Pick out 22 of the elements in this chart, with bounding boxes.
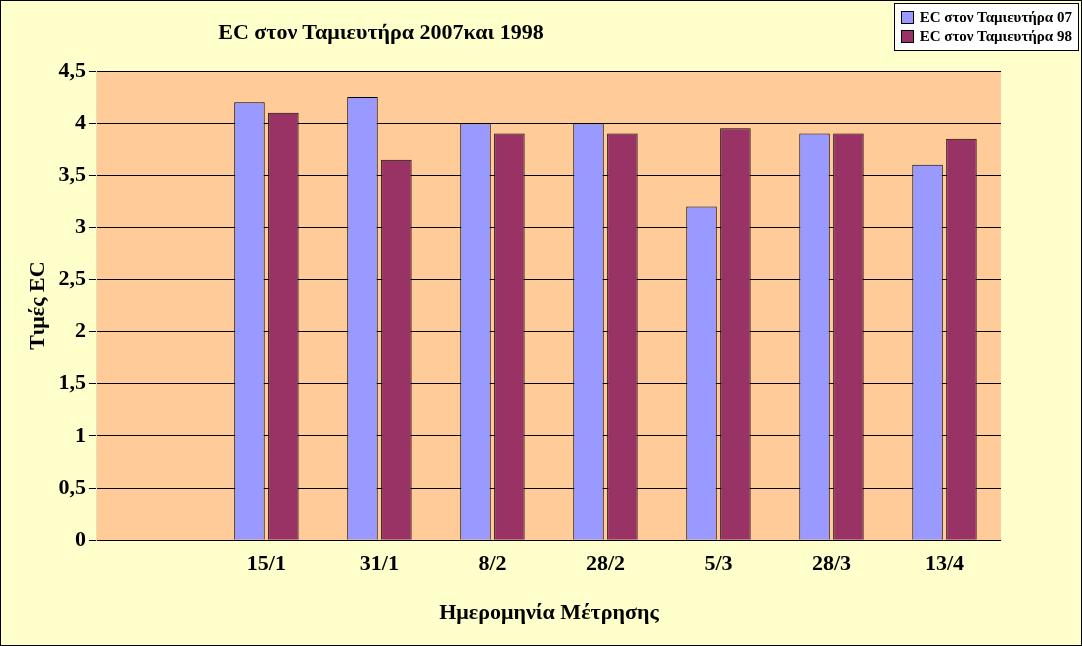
x-tick-label: 28/3 [811,550,852,576]
y-tick-label: 4,5 [58,56,86,82]
y-axis-title: Τιμές EC [23,261,49,350]
x-tick-label: 13/4 [924,550,965,576]
y-tick-label: 2 [74,317,86,343]
y-tick-label: 1 [74,421,86,447]
y-tick-label: 2,5 [58,265,86,291]
x-tick-label: 5/3 [704,550,733,576]
y-tick-label: 0,5 [58,473,86,499]
x-tick-label: 8/2 [478,550,507,576]
y-tick-label: 0 [74,525,86,551]
y-tick-label: 3 [74,213,86,239]
legend-label: EC στον Ταμιευτήρα 98 [919,28,1072,45]
y-tick-label: 4 [74,108,86,134]
legend-label: EC στον Ταμιευτήρα 07 [919,9,1072,26]
x-tick-label: 31/1 [359,550,399,576]
x-tick-label: 28/2 [585,550,626,576]
x-axis-title: Ημερομηνία Μέτρησης [439,599,660,625]
y-tick-label: 1,5 [58,369,86,395]
y-tick-label: 3,5 [58,160,86,186]
x-tick-label: 15/1 [246,550,286,576]
chart-title: EC στον Ταμιευτήρα 2007και 1998 [217,19,545,45]
